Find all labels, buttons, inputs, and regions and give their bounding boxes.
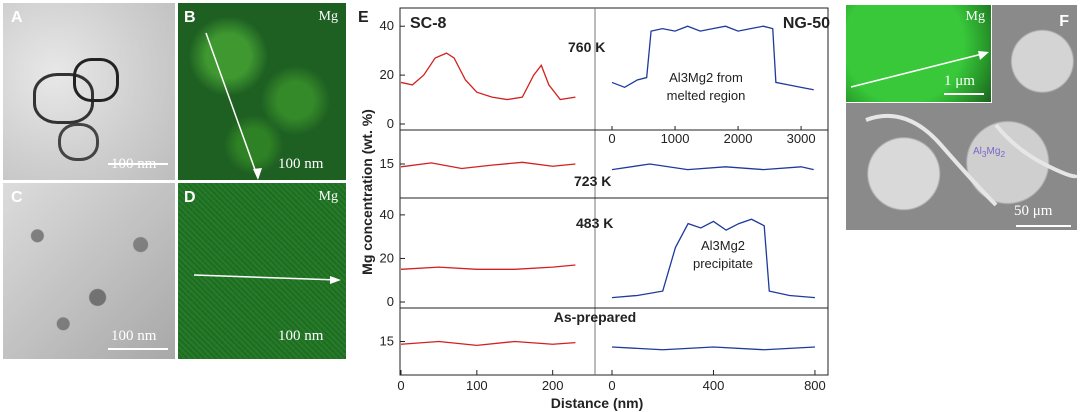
panel-letter-d: D [184,189,196,206]
panel-letter-c: C [11,189,23,206]
y-tick-label: 40 [380,207,394,222]
annotation-text: Al3Mg2 from [669,70,743,85]
annotation-text: precipitate [693,256,753,271]
particle [58,123,99,161]
temperature-label: 760 K [568,39,605,55]
x-axis-label: Distance (nm) [551,395,644,411]
panel-letter-b: B [184,9,196,26]
left-series-line [400,161,576,170]
tem-panel-c: C 100 nm [3,183,175,359]
line-scan-arrow [850,51,1077,207]
y-tick-label: 15 [380,334,394,349]
inset-scale-bar [944,93,984,95]
annotation-text: Al3Mg2 [701,238,745,253]
inset-scale-label: 1 μm [944,73,975,89]
sem-panel-f: Mg 1 μm F Al3Mg2 50 μm [846,5,1077,230]
y-tick-label: 20 [380,67,394,82]
left-title: SC-8 [410,15,447,32]
element-label: Mg [318,9,338,24]
line-scan-arrow [205,32,262,180]
element-label: Mg [318,189,338,204]
scale-bar [108,163,168,165]
panel-letter-e: E [358,9,369,26]
x-tick-label: 100 [466,378,488,393]
phase-label: Al3Mg2 [973,146,1006,159]
scale-bar [108,348,168,350]
y-tick-label: 0 [387,116,394,131]
scale-bar [1016,225,1071,227]
right-title: NG-50 [783,15,830,32]
right-series-line [611,346,815,351]
y-tick-label: 20 [380,250,394,265]
y-tick-label: 0 [387,294,394,309]
x-tick-label: 400 [703,378,725,393]
panel-letter-f: F [1059,13,1069,30]
scale-label: 100 nm [111,328,157,344]
eds-map-d: D Mg 100 nm [178,183,346,359]
left-series-line [400,52,576,101]
element-label: Mg [965,9,985,24]
chart-frame [399,7,829,376]
y-tick-label: 15 [380,156,394,171]
line-scan-arrow [193,274,341,284]
x-tick-label: 1000 [661,131,690,146]
line-scan-chart: E Mg concentration (wt. %) Distance (nm)… [358,7,830,411]
annotation-text: melted region [667,88,746,103]
x-tick-label: 3000 [787,131,816,146]
x-tick-label: 0 [608,131,615,146]
tem-panel-a: A 100 nm [3,3,175,180]
right-series-line [611,218,815,299]
right-series-line [611,25,814,91]
x-tick-label: 2000 [724,131,753,146]
x-tick-label: 0 [397,378,404,393]
scale-label: 100 nm [111,156,157,172]
x-tick-label: 0 [608,378,615,393]
left-series-line [400,340,576,347]
x-tick-label: 800 [804,378,826,393]
panel-letter-a: A [11,9,23,26]
scale-label: 50 μm [1014,203,1053,219]
particle [73,58,119,102]
temperature-label: As-prepared [554,309,636,325]
x-tick-label: 200 [542,378,564,393]
temperature-label: 723 K [574,173,611,189]
right-series-line [611,163,814,171]
eds-map-b: B Mg 100 nm [178,3,346,180]
y-axis-label: Mg concentration (wt. %) [359,109,375,275]
scale-label: 100 nm [278,328,324,344]
y-tick-label: 40 [380,18,394,33]
particle [33,73,94,124]
temperature-label: 483 K [576,215,613,231]
eds-inset: Mg 1 μm [846,5,992,103]
left-series-line [400,264,576,270]
scale-label: 100 nm [278,156,324,172]
